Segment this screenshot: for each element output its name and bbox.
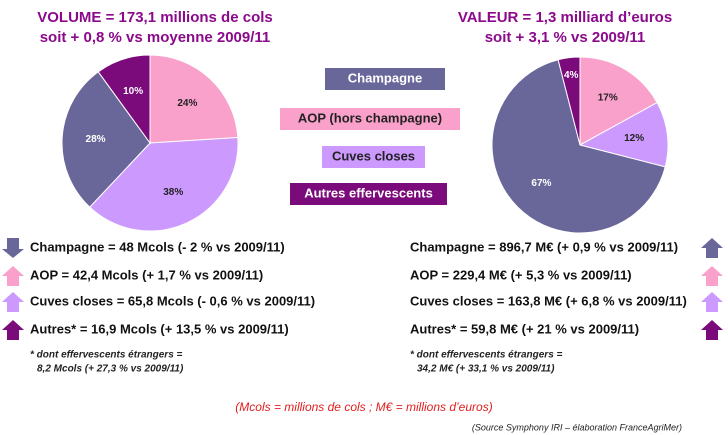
detail-line: Autres* = 16,9 Mcols (+ 13,5 % vs 2009/1… (30, 321, 289, 336)
arrow-up (2, 266, 24, 286)
pie-slice (149, 54, 239, 144)
legend-box (290, 183, 447, 205)
detail-line: Champagne = 896,7 M€ (+ 0,9 % vs 2009/11… (410, 239, 678, 254)
slice-label: 67% (531, 178, 551, 189)
slice-label: 38% (163, 187, 183, 198)
legend-label: Cuves closes (332, 148, 415, 163)
arrow-up (2, 292, 24, 312)
pie-slice (557, 56, 581, 146)
arrow-up (701, 320, 723, 340)
detail-line: Champagne = 48 Mcols (- 2 % vs 2009/11) (30, 239, 285, 254)
slice-label: 24% (177, 98, 197, 109)
pie-slice (97, 54, 151, 145)
title: VALEUR = 1,3 milliard d’euros (458, 9, 672, 26)
title: VOLUME = 173,1 millions de cols (37, 9, 273, 26)
subtitle: soit + 3,1 % vs 2009/11 (485, 29, 646, 46)
detail-line: AOP = 229,4 M€ (+ 5,3 % vs 2009/11) (410, 267, 632, 282)
slice-label: 4% (564, 70, 579, 81)
detail-line: Cuves closes = 163,8 M€ (+ 6,8 % vs 2009… (410, 293, 687, 308)
footnote: (Mcols = millions de cols ; M€ = million… (235, 400, 492, 414)
detail-line: AOP = 42,4 Mcols (+ 1,7 % vs 2009/11) (30, 267, 263, 282)
arrow-down (2, 238, 24, 258)
legend-label: Champagne (348, 70, 422, 85)
note: * dont effervescents étrangers = (30, 350, 183, 361)
slice-label: 17% (598, 93, 618, 104)
pie-slice (61, 71, 151, 208)
legend-box (280, 108, 460, 130)
arrow-up (701, 238, 723, 258)
subtitle: soit + 0,8 % vs moyenne 2009/11 (40, 29, 271, 46)
pie-slice (578, 101, 669, 168)
pie-slice (491, 59, 666, 234)
legend-label: AOP (hors champagne) (298, 110, 442, 125)
note: 34,2 M€ (+ 33,1 % vs 2009/11) (417, 364, 555, 375)
note: * dont effervescents étrangers = (410, 350, 563, 361)
slice-label: 28% (86, 134, 106, 145)
pie-slice (579, 56, 658, 146)
pie-slice (89, 136, 239, 232)
note: 8,2 Mcols (+ 27,3 % vs 2009/11) (37, 364, 184, 375)
legend-label: Autres effervescents (304, 185, 433, 200)
arrow-up (701, 266, 723, 286)
detail-line: Cuves closes = 65,8 Mcols (- 0,6 % vs 20… (30, 293, 315, 308)
legend-box (325, 68, 445, 90)
source: (Source Symphony IRI – élaboration Franc… (472, 422, 682, 432)
arrows (2, 238, 723, 340)
detail-line: Autres* = 59,8 M€ (+ 21 % vs 2009/11) (410, 321, 639, 336)
legend-box (322, 146, 425, 168)
slice-label: 10% (123, 86, 143, 97)
arrow-up (2, 320, 24, 340)
slice-label: 12% (624, 133, 644, 144)
arrow-up (701, 292, 723, 312)
